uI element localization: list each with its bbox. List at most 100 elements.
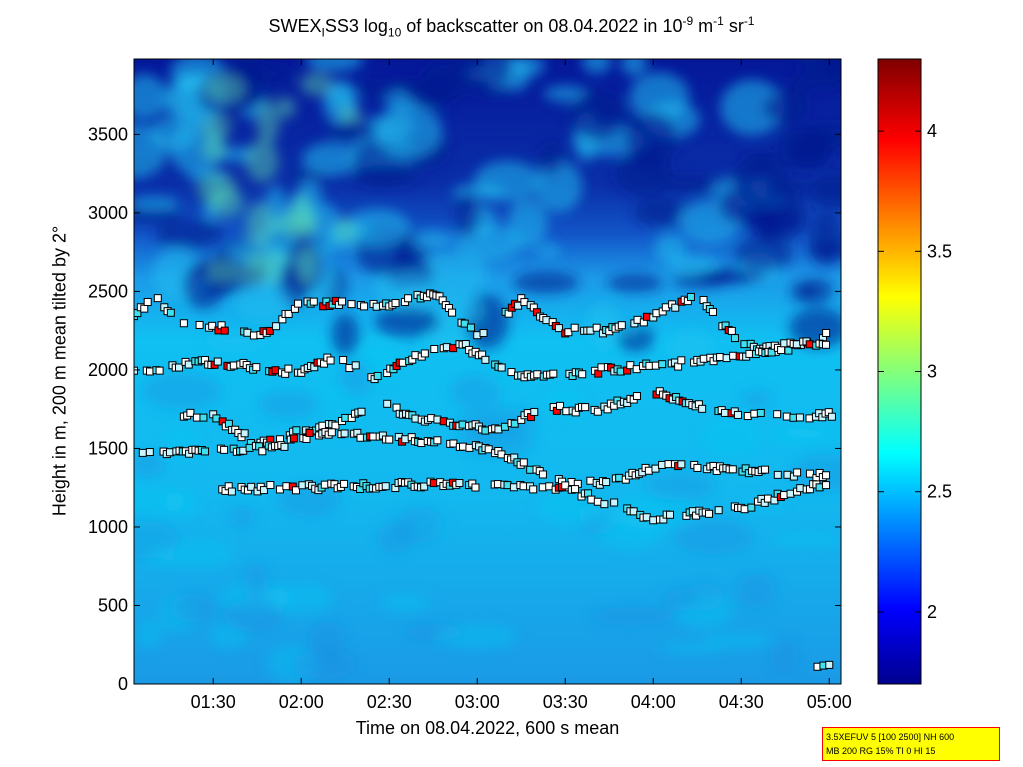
layer-marker	[430, 344, 439, 353]
heat-cell-low	[141, 372, 222, 409]
layer-marker	[341, 413, 350, 422]
heat-cell	[418, 251, 488, 296]
x-tick-label: 04:00	[631, 692, 676, 712]
layer-marker	[266, 481, 275, 490]
layer-marker	[494, 425, 503, 434]
layer-marker	[578, 370, 587, 379]
heat-cell-low	[700, 417, 761, 458]
heat-cell	[374, 306, 440, 337]
heat-cell	[799, 59, 841, 88]
heat-cell-low	[170, 593, 216, 623]
layer-marker	[186, 408, 195, 417]
heat-cell	[538, 143, 564, 175]
layer-marker	[383, 399, 392, 408]
heat-cell-strong	[273, 210, 320, 237]
layer-marker	[686, 292, 695, 301]
layer-marker	[138, 448, 147, 457]
heat-cell-strong	[333, 217, 357, 243]
layer-marker	[549, 369, 558, 378]
heat-cell-strong	[337, 106, 362, 123]
layer-marker	[145, 448, 154, 457]
layer-marker	[777, 346, 786, 355]
layer-marker	[727, 326, 736, 335]
layer-marker	[740, 505, 749, 514]
layer-marker	[247, 482, 256, 491]
heat-cell-low	[741, 390, 773, 408]
layer-marker	[338, 297, 347, 306]
layer-marker	[698, 404, 707, 413]
heat-cell-low	[223, 599, 284, 632]
heat-cell	[734, 237, 793, 271]
layer-marker	[815, 483, 824, 492]
layer-marker	[795, 413, 804, 422]
heat-cell	[809, 212, 841, 267]
layer-marker	[284, 309, 293, 318]
layer-marker	[331, 421, 340, 430]
heat-cell	[788, 75, 813, 95]
heat-cell	[624, 111, 678, 167]
layer-marker	[538, 470, 547, 479]
colorbar-tick-label: 4	[927, 121, 937, 141]
layer-marker	[420, 482, 429, 491]
layer-marker	[780, 491, 789, 500]
heat-cell	[720, 79, 785, 136]
heat-cell	[455, 59, 513, 89]
heat-cell-strong	[201, 136, 227, 162]
layer-marker	[455, 479, 464, 488]
layer-marker	[822, 340, 831, 349]
settings-info-box: 3.5XEFUV 5 [100 2500] NH 600 MB 200 RG 1…	[822, 727, 1000, 761]
layer-marker	[471, 483, 480, 492]
layer-marker	[720, 408, 729, 417]
layer-marker	[564, 328, 573, 337]
y-tick-label: 1000	[88, 517, 128, 537]
layer-marker	[179, 319, 188, 328]
layer-marker	[593, 407, 602, 416]
layer-marker	[756, 408, 765, 417]
info-line-1: 3.5XEFUV 5 [100 2500] NH 600	[826, 732, 955, 742]
layer-marker	[632, 392, 641, 401]
layer-marker	[143, 297, 152, 306]
layer-marker	[529, 485, 538, 494]
layer-marker	[593, 497, 602, 506]
layer-marker	[208, 321, 217, 330]
heat-cell-low	[435, 623, 519, 649]
layer-marker	[796, 484, 805, 493]
heat-cell-low	[243, 563, 269, 598]
layer-marker	[556, 401, 565, 410]
heat-cell	[454, 192, 480, 237]
colorbar-tick-label: 3.5	[927, 241, 952, 261]
heat-cell-low	[229, 506, 255, 528]
layer-marker	[822, 481, 831, 490]
layer-marker	[220, 326, 229, 335]
heat-cell	[344, 208, 410, 246]
layer-marker	[479, 329, 488, 338]
layer-marker	[265, 326, 274, 335]
y-axis-label: Height in m, 200 m mean tilted by 2°	[49, 225, 70, 517]
heat-cell-low	[643, 472, 716, 501]
heat-cell-strong	[245, 139, 279, 183]
layer-marker	[571, 485, 580, 494]
heat-cell-low	[258, 390, 318, 418]
layer-marker	[773, 410, 782, 419]
heat-cell	[581, 59, 612, 74]
layer-marker	[200, 447, 209, 456]
layer-marker	[243, 328, 252, 337]
layer-marker	[294, 299, 303, 308]
layer-marker	[642, 513, 651, 522]
heat-cell	[766, 181, 810, 198]
layer-marker	[704, 509, 713, 518]
layer-marker	[600, 500, 609, 509]
layer-marker	[259, 486, 268, 495]
y-tick-label: 3000	[88, 203, 128, 223]
heat-cell-low	[769, 639, 799, 673]
layer-marker	[747, 503, 756, 512]
layer-marker	[381, 482, 390, 491]
heat-cell	[235, 284, 292, 321]
colorbar-gradient	[877, 58, 922, 685]
layer-marker	[134, 366, 138, 375]
y-tick-label: 3500	[88, 124, 128, 144]
heat-cell-low	[664, 588, 697, 612]
layer-marker	[658, 360, 667, 369]
layer-marker	[617, 321, 626, 330]
